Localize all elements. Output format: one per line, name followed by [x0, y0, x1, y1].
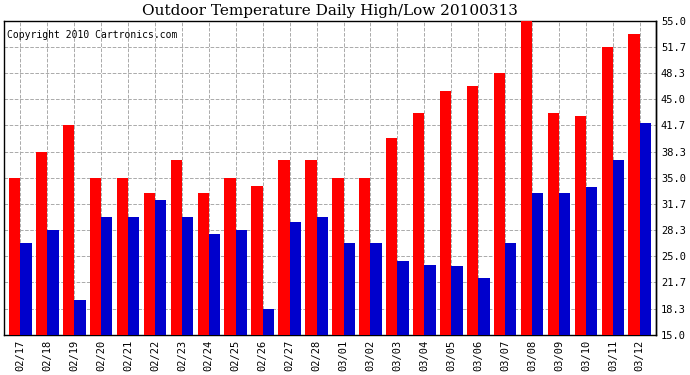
Bar — [9, 178, 20, 375]
Bar — [170, 160, 182, 375]
Bar — [575, 117, 586, 375]
Bar — [182, 217, 193, 375]
Bar — [640, 123, 651, 375]
Bar — [236, 230, 247, 375]
Title: Outdoor Temperature Daily High/Low 20100313: Outdoor Temperature Daily High/Low 20100… — [142, 4, 518, 18]
Bar — [263, 309, 274, 375]
Bar — [197, 194, 209, 375]
Bar — [290, 222, 301, 375]
Bar — [548, 112, 559, 375]
Bar — [305, 160, 317, 375]
Bar — [586, 187, 598, 375]
Bar — [467, 86, 478, 375]
Bar — [478, 278, 489, 375]
Bar — [505, 243, 516, 375]
Bar — [128, 217, 139, 375]
Text: Copyright 2010 Cartronics.com: Copyright 2010 Cartronics.com — [8, 30, 178, 40]
Bar — [47, 230, 59, 375]
Bar — [251, 186, 263, 375]
Bar — [224, 178, 236, 375]
Bar — [36, 152, 47, 375]
Bar — [155, 200, 166, 375]
Bar — [101, 217, 112, 375]
Bar — [20, 243, 32, 375]
Bar — [602, 46, 613, 375]
Bar — [209, 234, 220, 375]
Bar — [144, 194, 155, 375]
Bar — [451, 266, 462, 375]
Bar — [90, 178, 101, 375]
Bar — [613, 160, 624, 375]
Bar — [344, 243, 355, 375]
Bar — [629, 34, 640, 375]
Bar — [75, 300, 86, 375]
Bar — [278, 160, 290, 375]
Bar — [413, 112, 424, 375]
Bar — [494, 74, 505, 375]
Bar — [397, 261, 408, 375]
Bar — [521, 21, 532, 375]
Bar — [440, 92, 451, 375]
Bar — [424, 265, 435, 375]
Bar — [117, 178, 128, 375]
Bar — [386, 138, 397, 375]
Bar — [359, 178, 371, 375]
Bar — [63, 125, 75, 375]
Bar — [371, 243, 382, 375]
Bar — [332, 178, 344, 375]
Bar — [317, 217, 328, 375]
Bar — [532, 194, 544, 375]
Bar — [559, 194, 571, 375]
